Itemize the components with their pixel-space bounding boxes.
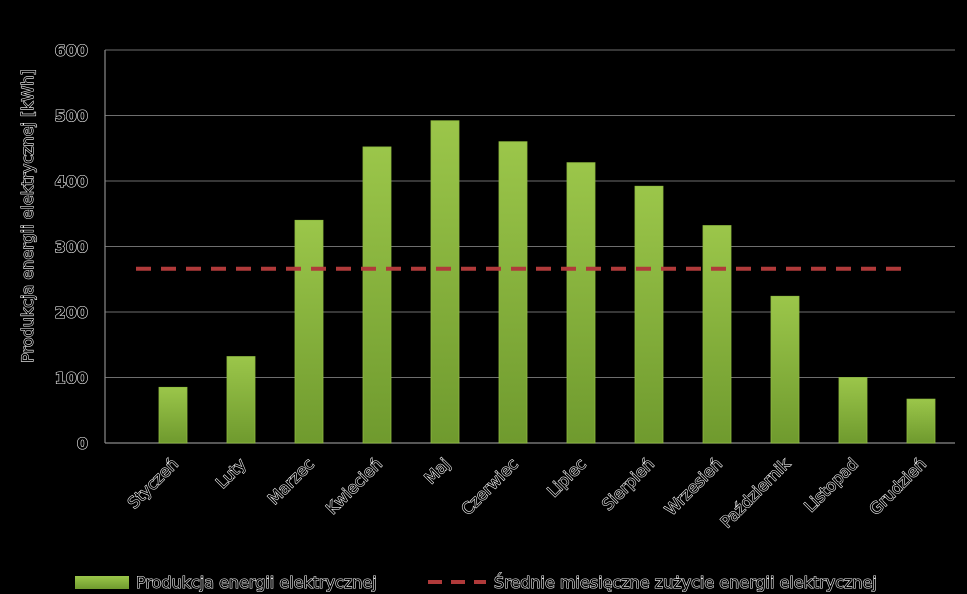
y-tick-label: 200 <box>55 303 88 322</box>
bar <box>158 386 188 444</box>
x-tick-label: Wrzesień <box>661 454 726 519</box>
legend-label-line: Średnie miesięczne zużycie energii elekt… <box>494 573 877 592</box>
y-tick-label: 300 <box>55 238 88 257</box>
x-tick-label: Czerwiec <box>457 454 521 518</box>
legend-label-bar: Produkcja energii elektrycznej <box>136 573 377 592</box>
x-tick-label: Styczeń <box>124 454 182 512</box>
y-tick-label: 0 <box>77 434 88 453</box>
y-axis-label: Produkcja energii elektrycznej [kWh] <box>18 69 37 362</box>
bar <box>294 219 324 444</box>
bar <box>566 162 596 444</box>
x-tick-label: Grudzień <box>865 454 929 518</box>
bar <box>498 141 528 444</box>
x-tick-label: Listopad <box>800 454 861 515</box>
x-axis: Styczeń Luty Marzec Kwiecień Maj Czerwiec Lipi… <box>123 453 930 532</box>
x-tick-label: Sierpień <box>598 454 658 514</box>
x-tick-label: Marzec <box>264 454 318 508</box>
x-tick-label: Październik <box>717 454 795 532</box>
bar <box>770 295 800 444</box>
y-axis: 0 100 200 300 400 500 600 <box>54 40 106 454</box>
bar <box>226 356 256 444</box>
x-tick-label: Kwiecień <box>322 454 386 518</box>
x-tick-label: Maj <box>421 454 454 487</box>
x-tick-label: Lipiec <box>543 454 589 500</box>
legend: Produkcja energii elektrycznej Średnie m… <box>75 572 877 593</box>
bar <box>430 120 460 444</box>
bars <box>158 120 936 444</box>
bar <box>362 146 392 444</box>
bar <box>702 225 732 444</box>
legend-swatch-bar <box>75 576 129 589</box>
y-tick-label: 100 <box>55 369 88 388</box>
y-tick-label: 500 <box>55 107 88 126</box>
x-tick-label: Luty <box>212 454 250 492</box>
bar <box>906 398 936 444</box>
y-tick-label: 400 <box>55 172 88 191</box>
y-tick-label: 600 <box>55 41 88 60</box>
bar <box>838 377 868 444</box>
bar <box>634 185 664 444</box>
